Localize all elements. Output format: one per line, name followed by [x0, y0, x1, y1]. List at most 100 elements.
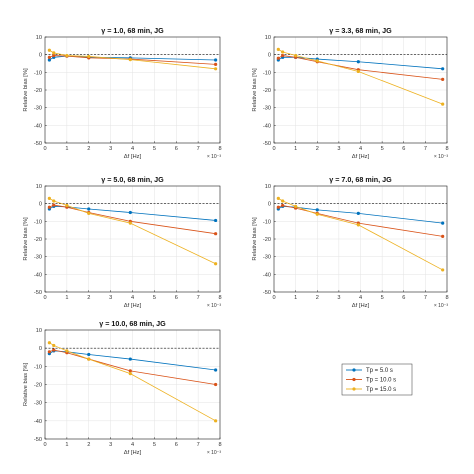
x-tick-label: 0 [272, 295, 275, 301]
x-tick-label: 5 [153, 146, 156, 152]
y-tick-label: -30 [34, 255, 42, 261]
x-axis-label: Δf [Hz] [124, 450, 142, 456]
x-axis-exponent: × 10⁻³ [434, 154, 449, 160]
data-point [214, 58, 218, 62]
y-axis-label: Relative bias [%] [23, 68, 29, 112]
x-tick-label: 2 [316, 146, 319, 152]
x-tick-label: 2 [87, 442, 90, 448]
y-tick-label: -40 [34, 419, 42, 425]
x-axis-label: Δf [Hz] [352, 303, 370, 309]
data-point [214, 62, 218, 66]
x-axis-exponent: × 10⁻³ [207, 450, 222, 456]
data-point [128, 210, 132, 215]
x-tick-label: 4 [131, 146, 134, 152]
x-tick-label: 8 [445, 146, 448, 152]
data-point [87, 207, 91, 211]
y-tick-label: -10 [34, 364, 42, 370]
data-point [214, 262, 218, 266]
x-tick-label: 8 [218, 146, 221, 152]
data-point [356, 223, 360, 227]
y-axis-label: Relative bias [%] [252, 217, 258, 261]
data-point [315, 208, 319, 212]
x-tick-label: 5 [381, 295, 384, 301]
y-tick-label: 10 [36, 328, 42, 334]
x-tick-label: 4 [131, 442, 134, 448]
x-tick-label: 0 [43, 146, 46, 152]
data-point [47, 58, 51, 62]
y-tick-label: -30 [34, 106, 42, 112]
x-tick-label: 2 [316, 295, 319, 301]
x-tick-label: 5 [153, 295, 156, 301]
x-tick-label: 3 [109, 442, 112, 448]
x-tick-label: 1 [65, 442, 68, 448]
data-point [281, 53, 285, 58]
data-point [276, 196, 280, 200]
data-point [214, 368, 218, 372]
y-tick-label: -10 [34, 70, 42, 76]
x-tick-label: 6 [175, 442, 178, 448]
data-point [52, 199, 56, 203]
x-tick-label: 7 [197, 442, 200, 448]
x-tick-label: 0 [272, 146, 275, 152]
y-tick-label: -10 [34, 219, 42, 225]
data-point [276, 47, 280, 51]
legend-label: Tp = 5.0 s [366, 368, 393, 374]
legend-swatch-marker [352, 368, 356, 372]
data-point [47, 196, 51, 200]
legend-swatch-marker [352, 387, 356, 391]
data-point [281, 199, 285, 203]
x-tick-label: 8 [218, 442, 221, 448]
subplot-title: γ = 10.0, 68 min, JG [99, 319, 166, 328]
y-tick-label: -30 [263, 106, 271, 112]
legend-label: Tp = 15.0 s [366, 387, 396, 393]
data-point [441, 234, 445, 238]
subplot-title: γ = 1.0, 68 min, JG [101, 26, 164, 35]
data-point [214, 419, 218, 423]
x-tick-label: 3 [337, 295, 340, 301]
x-axis-label: Δf [Hz] [352, 154, 370, 160]
data-point [128, 221, 132, 225]
y-axis-label: Relative bias [%] [252, 68, 258, 112]
y-tick-label: 0 [268, 202, 271, 208]
data-point [52, 203, 56, 207]
y-tick-label: -40 [34, 272, 42, 278]
x-tick-label: 4 [131, 295, 134, 301]
x-tick-label: 0 [43, 442, 46, 448]
y-axis-label: Relative bias [%] [23, 217, 29, 261]
data-point [128, 58, 132, 62]
data-point [65, 203, 69, 208]
x-tick-label: 7 [197, 146, 200, 152]
y-tick-label: -50 [263, 141, 271, 147]
y-tick-label: -50 [34, 437, 42, 443]
data-point [47, 48, 51, 52]
x-axis-label: Δf [Hz] [124, 303, 142, 309]
x-tick-label: 6 [402, 295, 405, 301]
x-tick-label: 4 [359, 146, 362, 152]
data-point [52, 343, 56, 348]
data-point [214, 232, 218, 236]
subplot-4: 0 1 2 3 4 5 6 7 8 10 0 -10 -20 -30 -40 -50 γ = 7.0, 68 m… [252, 175, 449, 309]
data-point [52, 51, 56, 55]
x-axis-exponent: × 10⁻³ [434, 303, 449, 309]
y-tick-label: 0 [268, 53, 271, 59]
y-tick-label: -50 [263, 290, 271, 296]
legend-swatch-marker [352, 377, 356, 382]
x-tick-label: 8 [445, 295, 448, 301]
data-point [128, 357, 132, 361]
data-point [315, 59, 319, 63]
subplot-title: γ = 3.3, 68 min, JG [329, 26, 392, 35]
y-tick-label: -40 [263, 272, 271, 278]
subplot-title: γ = 7.0, 68 min, JG [329, 175, 392, 184]
x-tick-label: 1 [65, 295, 68, 301]
x-tick-label: 2 [87, 146, 90, 152]
subplot-2: 0 1 2 3 4 5 6 7 8 10 0 -10 -20 -30 -40 -50 γ = 3.3, 68 m… [252, 26, 449, 160]
x-tick-label: 1 [294, 146, 297, 152]
y-tick-label: -20 [263, 88, 271, 94]
data-point [294, 53, 298, 58]
x-tick-label: 4 [359, 295, 362, 301]
y-tick-label: -10 [263, 219, 271, 225]
data-point [281, 203, 285, 208]
x-axis-exponent: × 10⁻³ [207, 303, 222, 309]
x-tick-label: 1 [65, 146, 68, 152]
y-tick-label: -20 [34, 88, 42, 94]
